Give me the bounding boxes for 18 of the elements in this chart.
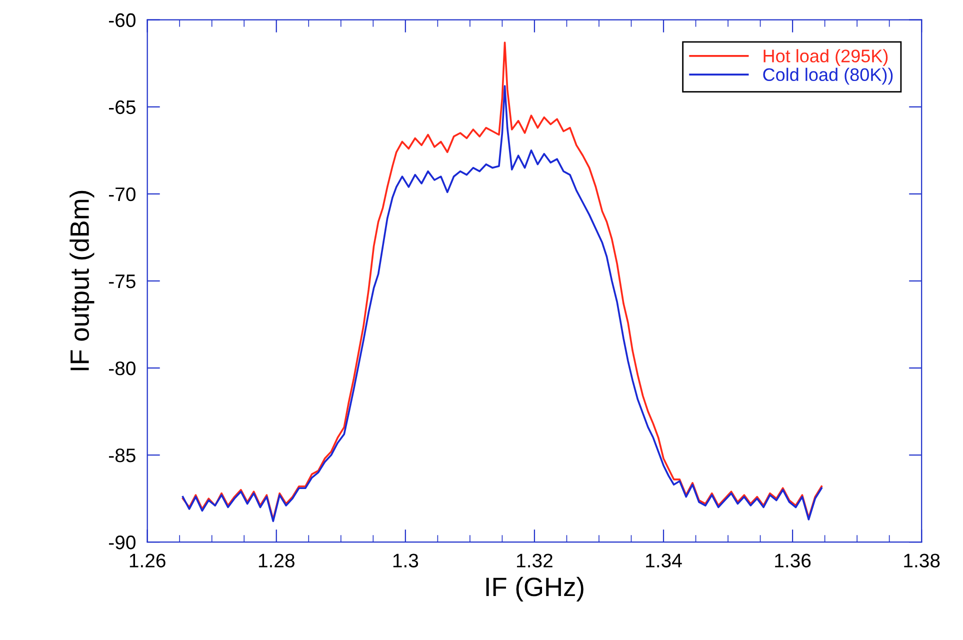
x-tick-label: 1.38 (904, 554, 940, 568)
y-tick-label: -85 (108, 448, 136, 462)
x-axis-title: IF (GHz) (486, 576, 584, 602)
x-tick-label: 1.26 (130, 554, 166, 568)
y-tick-label: -90 (108, 536, 136, 550)
legend-label: Cold load (80K)) (763, 68, 893, 85)
x-tick-label: 1.3 (393, 554, 418, 568)
x-tick-label: 1.36 (775, 554, 811, 568)
y-tick-label: -70 (108, 187, 136, 202)
y-tick-label: -75 (108, 274, 136, 288)
y-axis-title: IF output (dBm) (70, 190, 94, 370)
x-tick-label: 1.28 (258, 554, 294, 568)
y-tick-label: -60 (108, 13, 136, 28)
x-tick-label: 1.32 (517, 554, 552, 568)
legend-label: Hot load (295K) (764, 49, 888, 66)
y-tick-label: -65 (108, 100, 136, 114)
x-tick-label: 1.34 (646, 554, 682, 568)
y-tick-label: -80 (108, 361, 136, 376)
